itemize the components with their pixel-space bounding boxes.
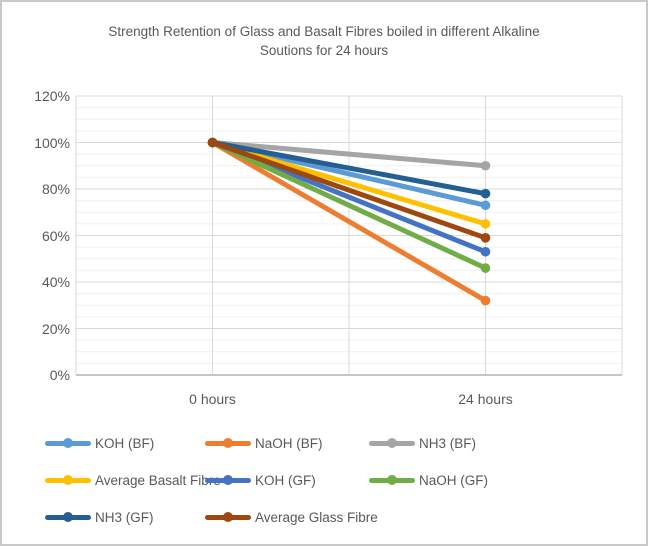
data-point-average-glass-fibre-0-hours[interactable] xyxy=(207,137,218,148)
y-axis-label-40: 40% xyxy=(41,274,70,290)
legend-marker-icon xyxy=(369,433,415,453)
chart-title-line-1: Strength Retention of Glass and Basalt F… xyxy=(108,24,540,39)
legend-marker-icon xyxy=(205,433,251,453)
y-axis-label-60: 60% xyxy=(41,227,70,244)
series-average-glass-fibre[interactable] xyxy=(207,137,491,243)
legend-item-naoh-bf[interactable]: NaOH (BF) xyxy=(205,433,323,453)
chart-title-line-2: Soutions for 24 hours xyxy=(259,43,389,58)
y-axis-label-100: 100% xyxy=(34,134,70,151)
data-point-nh3-gf-24-hours[interactable] xyxy=(480,188,491,199)
data-point-koh-gf-24-hours[interactable] xyxy=(480,246,491,257)
legend-label: Average Glass Fibre xyxy=(255,509,378,525)
legend-marker-icon xyxy=(45,433,91,453)
legend-marker-icon xyxy=(45,470,91,490)
data-point-naoh-gf-24-hours[interactable] xyxy=(480,263,491,273)
data-point-naoh-bf-24-hours[interactable] xyxy=(480,295,491,306)
legend-label: KOH (GF) xyxy=(255,472,316,488)
legend-item-nh3-bf[interactable]: NH3 (BF) xyxy=(369,433,476,453)
legend-marker-icon xyxy=(205,470,251,490)
legend-label: NaOH (GF) xyxy=(419,472,488,488)
x-axis-label-24-hours: 24 hours xyxy=(458,391,513,407)
legend-label: NH3 (GF) xyxy=(95,509,154,525)
legend-item-average-glass-fibre[interactable]: Average Glass Fibre xyxy=(205,507,378,527)
legend-marker-icon xyxy=(45,507,91,527)
data-point-average-basalt-fibre-24-hours[interactable] xyxy=(480,219,491,229)
legend-item-koh-bf[interactable]: KOH (BF) xyxy=(45,433,154,453)
x-axis-label-0-hours: 0 hours xyxy=(189,391,236,407)
data-point-nh3-bf-24-hours[interactable] xyxy=(480,160,491,171)
legend-label: NaOH (BF) xyxy=(255,435,323,451)
legend-item-naoh-gf[interactable]: NaOH (GF) xyxy=(369,470,488,490)
legend-marker-icon xyxy=(205,507,251,527)
legend-label: Average Basalt Fibre xyxy=(95,472,221,488)
data-point-average-glass-fibre-24-hours[interactable] xyxy=(480,233,491,243)
legend-item-nh3-gf[interactable]: NH3 (GF) xyxy=(45,507,154,527)
y-axis-label-20: 20% xyxy=(41,320,70,337)
legend-label: NH3 (BF) xyxy=(419,435,476,451)
y-axis-label-0: 0% xyxy=(49,367,70,383)
y-axis-label-120: 120% xyxy=(34,88,70,104)
legend-item-koh-gf[interactable]: KOH (GF) xyxy=(205,470,316,490)
y-axis-label-80: 80% xyxy=(41,181,70,197)
data-point-koh-bf-24-hours[interactable] xyxy=(480,200,491,211)
legend-marker-icon xyxy=(369,470,415,490)
legend-label: KOH (BF) xyxy=(95,435,155,451)
legend-item-average-basalt-fibre[interactable]: Average Basalt Fibre xyxy=(45,470,221,490)
chart-title: Strength Retention of Glass and Basalt F… xyxy=(2,22,646,60)
